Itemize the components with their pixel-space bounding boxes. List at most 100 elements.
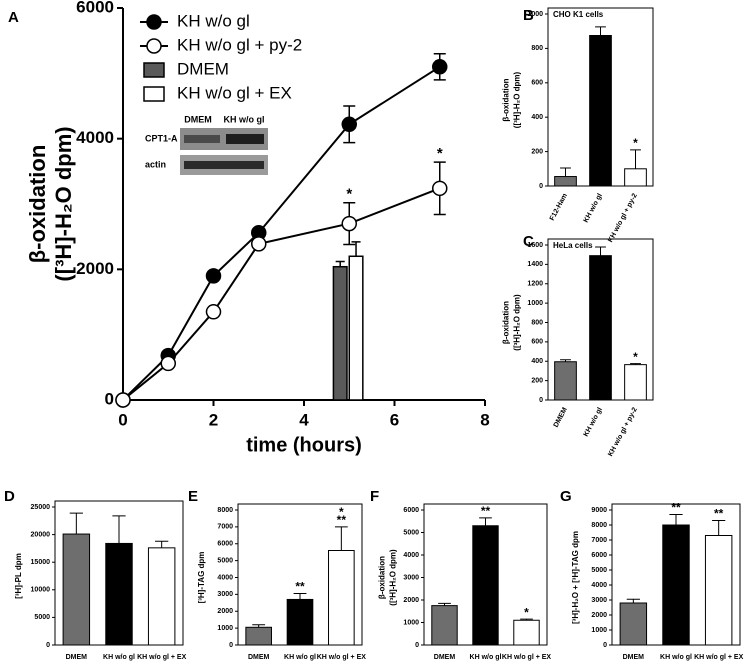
error-bar — [334, 526, 348, 551]
y-tick-label: 1600 — [527, 242, 543, 249]
y-axis-label: [³H]-PL dpm — [14, 553, 23, 599]
y-tick-label: 0 — [415, 642, 419, 649]
series-line — [122, 187, 441, 401]
error-bar — [669, 514, 683, 525]
y-tick-label: 600 — [531, 80, 543, 87]
x-tick-label: KH w/o gl — [470, 654, 502, 661]
error-bar — [560, 167, 571, 177]
legend-marker — [146, 38, 162, 54]
y-tick-label: 20000 — [31, 531, 51, 538]
y-tick-label: 15000 — [31, 559, 51, 566]
data-point — [251, 236, 267, 252]
x-tick-label: KH w/o gl + py-2 — [607, 406, 639, 457]
bar — [431, 605, 458, 646]
y-tick-label: 200 — [531, 377, 543, 384]
y-axis-label: β-oxidation — [502, 301, 511, 344]
error-bar — [252, 624, 266, 628]
x-tick-label: KH w/o gl — [284, 654, 316, 661]
y-tick-label: 6000 — [76, 0, 114, 16]
legend-label: KH w/o gl + EX — [177, 83, 292, 102]
y-tick-label: 5000 — [591, 567, 607, 574]
y-tick-label: 200 — [531, 148, 543, 155]
bar — [589, 255, 612, 401]
x-tick-label: 4 — [299, 410, 309, 429]
y-tick-label: 1000 — [591, 627, 607, 634]
y-axis-label: ([³H]-H₂O dpm) — [51, 126, 76, 281]
panel-letter: C — [523, 233, 534, 250]
y-axis-label: ([³H]-H₂O dpm) — [513, 71, 522, 128]
y-tick-label: 9000 — [591, 507, 607, 514]
inset-row-label: actin — [145, 159, 166, 169]
bar — [328, 550, 355, 646]
panel-letter: F — [370, 488, 379, 505]
error-bar — [479, 517, 492, 526]
y-axis-label: β-oxidation — [378, 556, 387, 599]
error-bar — [630, 149, 641, 169]
error-bar — [630, 363, 641, 365]
data-point — [205, 304, 222, 320]
bar — [286, 598, 314, 646]
y-tick-label: 4000 — [217, 574, 233, 581]
y-tick-label: 1000 — [403, 619, 419, 626]
legend-marker — [143, 86, 165, 102]
y-tick-label: 4000 — [591, 582, 607, 589]
y-tick-label: 2000 — [217, 608, 233, 615]
x-tick-label: KH w/o gl — [660, 654, 692, 661]
x-tick-label: KH w/o gl + EX — [137, 654, 187, 661]
error-bar — [595, 26, 606, 36]
panel-title: HeLa cells — [553, 241, 593, 250]
error-bar — [293, 593, 307, 600]
y-tick-label: 8000 — [217, 507, 233, 514]
y-axis-label: [³H]-H₂O + [³H]-TAG dpm — [571, 531, 580, 624]
significance-mark: ** — [295, 580, 305, 594]
inset-blot: DMEM KH w/o gl CPT1-A actin — [145, 114, 268, 175]
y-tick-label: 5000 — [34, 614, 50, 621]
x-tick-label: 8 — [480, 410, 489, 429]
error-bar — [520, 618, 533, 621]
panel-letter: D — [4, 488, 15, 505]
bar — [472, 525, 499, 646]
legend-label: KH w/o gl + py-2 — [177, 35, 302, 54]
x-tick-label: DMEM — [248, 654, 270, 661]
x-tick-label: KH w/o gl + EX — [502, 654, 552, 661]
legend-marker — [146, 14, 162, 30]
bar — [554, 361, 577, 401]
data-point — [205, 268, 222, 284]
y-tick-label: 1000 — [527, 11, 543, 18]
significance-mark: ** — [337, 513, 347, 527]
y-axis-label: [³H]-TAG dpm — [197, 552, 206, 604]
error-bar — [560, 359, 571, 362]
x-tick-label: KH w/o gl — [583, 192, 604, 223]
x-tick-label: 0 — [118, 410, 127, 429]
panel-title: CHO K1 cells — [553, 10, 604, 19]
y-tick-label: 0 — [105, 389, 114, 408]
x-tick-label: KH w/o gl + EX — [694, 654, 744, 661]
y-tick-label: 4000 — [403, 552, 419, 559]
x-tick-label: KH w/o gl — [103, 654, 135, 661]
error-bar — [155, 540, 169, 548]
y-tick-label: 0 — [229, 642, 233, 649]
inset-column-label: DMEM — [184, 114, 212, 124]
x-tick-label: DMEM — [434, 654, 456, 661]
y-tick-label: 6000 — [403, 507, 419, 514]
inset-column-label: KH w/o gl — [224, 114, 265, 124]
data-point — [432, 180, 448, 197]
y-tick-label: 800 — [531, 319, 543, 326]
significance-mark: * — [633, 350, 638, 364]
bar — [554, 176, 577, 187]
bar — [619, 602, 648, 646]
y-axis-label: β-oxidation — [25, 145, 50, 264]
y-axis-label: ([³H]-H₂O dpm) — [513, 294, 522, 351]
inset-row-label: CPT1-A — [145, 133, 178, 143]
y-tick-label: 0 — [539, 397, 543, 404]
x-tick-label: 6 — [390, 410, 399, 429]
y-tick-label: 10000 — [31, 587, 51, 594]
x-axis-label: time (hours) — [246, 434, 362, 456]
bar — [348, 255, 364, 401]
y-tick-label: 8000 — [591, 522, 607, 529]
legend-label: DMEM — [177, 59, 229, 78]
y-tick-label: 400 — [531, 358, 543, 365]
blot-signal — [184, 135, 220, 143]
y-axis-label: β-oxidation — [502, 78, 511, 121]
significance-mark: * — [633, 136, 638, 150]
